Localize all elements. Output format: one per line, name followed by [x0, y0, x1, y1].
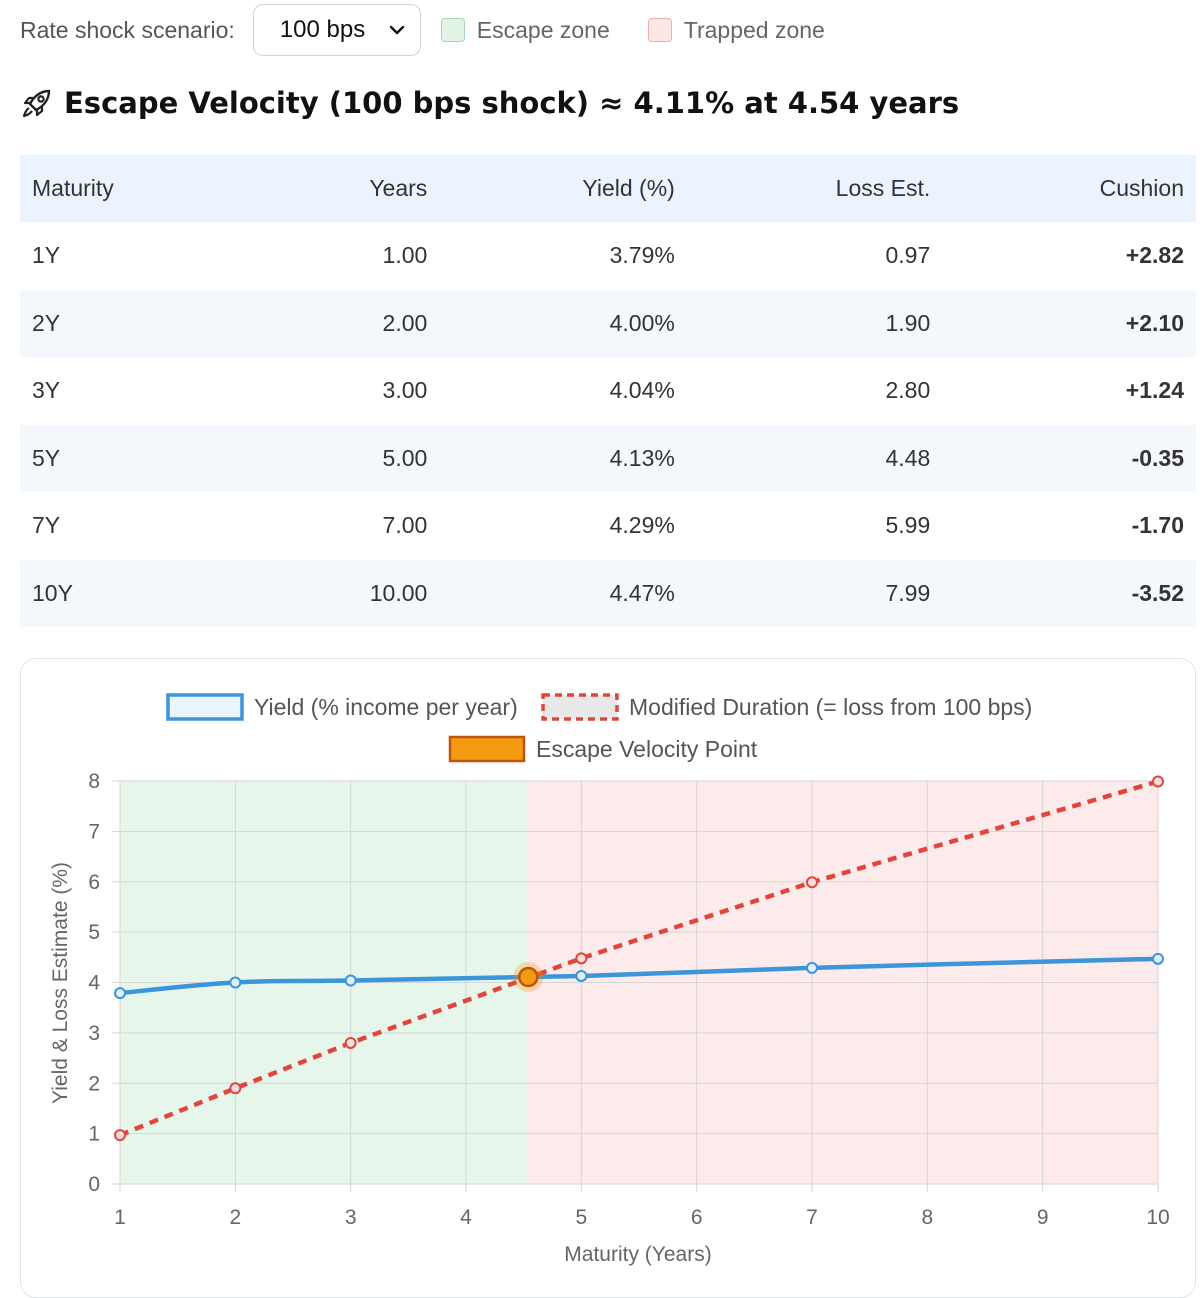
yield-point [344, 974, 357, 987]
table-row: 2Y 2.00 4.00% 1.90 +2.10 [20, 289, 1196, 357]
duration-point [806, 876, 818, 889]
cell-maturity: 7Y [20, 492, 193, 560]
y-tick-label: 0 [88, 1173, 100, 1196]
x-tick-label: 8 [921, 1206, 933, 1229]
y-tick-label: 1 [88, 1123, 100, 1146]
duration-point [229, 1082, 242, 1095]
y-tick-label: 5 [88, 921, 100, 944]
cell-years: 7.00 [192, 492, 440, 560]
chevron-down-icon [389, 25, 404, 35]
cell-yield: 4.13% [439, 424, 687, 492]
chart-card: 1 2 3 4 5 6 7 8 9 10 0 1 2 3 4 5 6 7 8 Yield (% income per… [20, 658, 1196, 1298]
legend-swatch-duration [541, 693, 619, 721]
escape-zone-swatch [440, 18, 465, 42]
cell-cushion: -1.70 [942, 492, 1196, 560]
table-row: 10Y 10.00 4.47% 7.99 -3.52 [20, 559, 1196, 627]
cell-yield: 4.47% [439, 559, 687, 627]
x-tick-label: 5 [575, 1206, 587, 1229]
trapped-zone-swatch [647, 18, 672, 42]
escape-zone-label: Escape zone [476, 16, 610, 43]
cell-years: 2.00 [192, 289, 440, 357]
cell-maturity: 5Y [20, 424, 193, 492]
x-tick-label: 1 [114, 1206, 126, 1229]
maturity-table: Maturity Years Yield (%) Loss Est. Cushi… [20, 155, 1196, 627]
cell-maturity: 3Y [20, 357, 193, 425]
y-tick-label: 7 [88, 820, 100, 843]
y-tick-label: 6 [88, 871, 100, 894]
x-axis-label: Maturity (Years) [564, 1243, 711, 1266]
x-tick-label: 10 [1146, 1206, 1169, 1229]
header-yield: Yield (%) [439, 155, 687, 222]
rocket-icon [22, 89, 51, 118]
table-row: 7Y 7.00 4.29% 5.99 -1.70 [20, 492, 1196, 560]
header-cushion: Cushion [942, 155, 1196, 222]
yield-point [114, 987, 126, 1000]
header-years: Years [192, 155, 440, 222]
duration-point [1152, 775, 1164, 788]
x-tick-label: 6 [691, 1206, 703, 1229]
table-row: 3Y 3.00 4.04% 2.80 +1.24 [20, 357, 1196, 425]
cell-cushion: -0.35 [942, 424, 1196, 492]
trapped-zone-label: Trapped zone [683, 16, 825, 43]
table-header-row: Maturity Years Yield (%) Loss Est. Cushi… [20, 155, 1196, 222]
cell-cushion: +1.24 [942, 357, 1196, 425]
cell-cushion: +2.82 [942, 222, 1196, 290]
cell-loss: 4.48 [686, 424, 943, 492]
yield-point [229, 976, 242, 989]
cell-cushion: -3.52 [942, 559, 1196, 627]
cell-loss: 0.97 [686, 222, 943, 290]
legend-swatch-escape [448, 735, 526, 763]
header-loss: Loss Est. [686, 155, 943, 222]
scenario-controls: Rate shock scenario: 100 bps Escape zone… [20, 3, 825, 57]
cell-yield: 4.00% [439, 289, 687, 357]
cell-maturity: 10Y [20, 559, 193, 627]
cell-years: 10.00 [192, 559, 440, 627]
y-axis-label: Yield & Loss Estimate (%) [49, 862, 72, 1104]
legend-label-yield: Yield (% income per year) [254, 694, 518, 720]
legend-swatch-yield [166, 693, 244, 721]
cell-loss: 1.90 [686, 289, 943, 357]
duration-point [114, 1129, 126, 1142]
cell-yield: 3.79% [439, 222, 687, 290]
scenario-label: Rate shock scenario: [20, 16, 235, 43]
headline-text: Escape Velocity (100 bps shock) ≈ 4.11% … [64, 86, 960, 120]
duration-point [344, 1036, 357, 1049]
cell-loss: 5.99 [686, 492, 943, 560]
duration-line [119, 779, 1159, 1138]
header-maturity: Maturity [20, 155, 193, 222]
y-tick-label: 2 [88, 1072, 100, 1095]
cell-years: 1.00 [192, 222, 440, 290]
escape-velocity-heading: Escape Velocity (100 bps shock) ≈ 4.11% … [20, 80, 959, 126]
legend-label-escape: Escape Velocity Point [536, 736, 758, 762]
y-tick-label: 4 [88, 972, 100, 995]
yield-point [806, 961, 818, 974]
cell-maturity: 2Y [20, 289, 193, 357]
cell-loss: 7.99 [686, 559, 943, 627]
cell-yield: 4.04% [439, 357, 687, 425]
escape-velocity-point [518, 966, 539, 988]
table-row: 1Y 1.00 3.79% 0.97 +2.82 [20, 222, 1196, 290]
x-tick-label: 4 [460, 1206, 472, 1229]
cell-loss: 2.80 [686, 357, 943, 425]
x-tick-label: 9 [1037, 1206, 1049, 1229]
cell-maturity: 1Y [20, 222, 193, 290]
scenario-select-value: 100 bps [279, 16, 366, 43]
yield-point [575, 969, 588, 982]
legend-label-duration: Modified Duration (= loss from 100 bps) [629, 694, 1032, 720]
y-tick-label: 3 [88, 1022, 100, 1045]
x-tick-label: 7 [806, 1206, 818, 1229]
cell-years: 5.00 [192, 424, 440, 492]
y-tick-label: 8 [88, 770, 100, 793]
cell-yield: 4.29% [439, 492, 687, 560]
cell-cushion: +2.10 [942, 289, 1196, 357]
x-tick-label: 2 [229, 1206, 241, 1229]
x-tick-label: 3 [345, 1206, 357, 1229]
cell-years: 3.00 [192, 357, 440, 425]
yield-point [1152, 952, 1164, 965]
scenario-select[interactable]: 100 bps [252, 4, 421, 56]
duration-point [575, 952, 588, 965]
table-row: 5Y 5.00 4.13% 4.48 -0.35 [20, 424, 1196, 492]
